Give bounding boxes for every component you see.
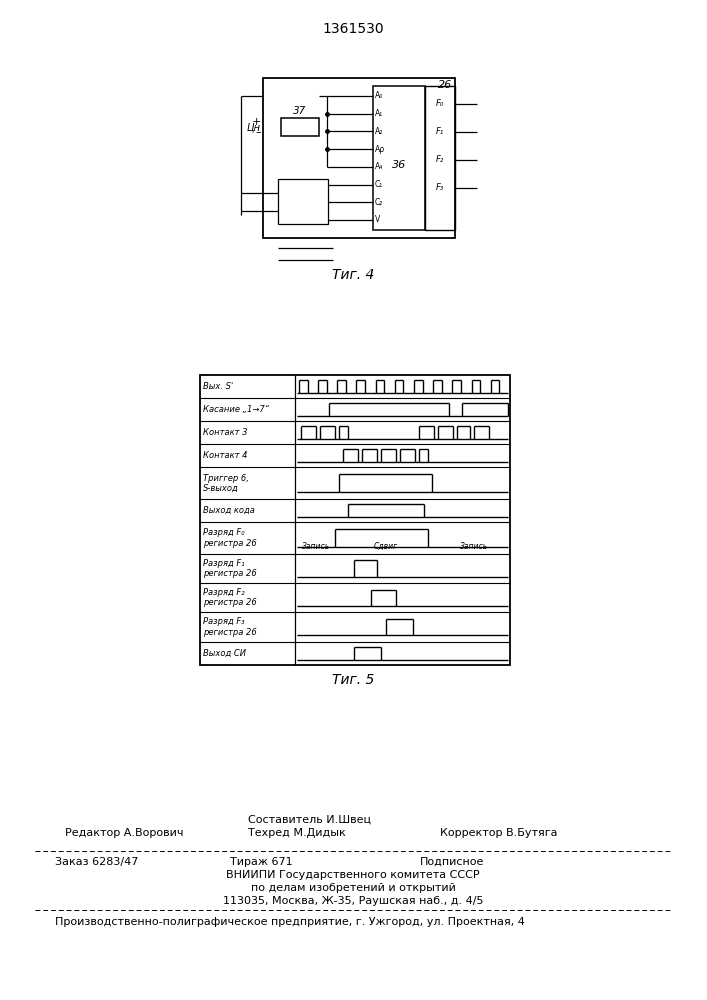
Text: Τиг. 5: Τиг. 5: [332, 673, 374, 687]
Bar: [425, 86, 455, 230]
Text: C₁: C₁: [375, 180, 383, 189]
Text: 36: 36: [392, 160, 406, 170]
Text: F₂: F₂: [436, 155, 444, 164]
Text: Разряд F₀
регистра 26: Разряд F₀ регистра 26: [203, 528, 257, 548]
Text: F₃: F₃: [436, 184, 444, 192]
Text: A₄: A₄: [375, 162, 383, 171]
Text: Вых. S': Вых. S': [203, 382, 233, 391]
Text: Производственно-полиграфическое предприятие, г. Ужгород, ул. Проектная, 4: Производственно-полиграфическое предприя…: [55, 917, 525, 927]
Text: по делам изобретений и открытий: по делам изобретений и открытий: [250, 883, 455, 893]
Text: Цн: Цн: [247, 122, 261, 132]
Text: Сдвиг: Сдвиг: [373, 542, 397, 551]
Text: Триггер 6,
S-выход: Триггер 6, S-выход: [203, 474, 249, 493]
Bar: [263, 78, 455, 238]
Text: Касание „1→7“: Касание „1→7“: [203, 405, 269, 414]
Text: Корректор В.Бутяга: Корректор В.Бутяга: [440, 828, 558, 838]
Text: 37: 37: [293, 106, 307, 116]
Text: Контакт 4: Контакт 4: [203, 451, 247, 460]
Text: Заказ 6283/47: Заказ 6283/47: [55, 857, 139, 867]
Text: F₁: F₁: [436, 127, 444, 136]
Text: +: +: [252, 117, 261, 127]
Text: Запись: Запись: [302, 542, 330, 551]
Text: Выход СИ: Выход СИ: [203, 649, 246, 658]
Text: Разряд F₃
регистра 26: Разряд F₃ регистра 26: [203, 617, 257, 637]
Text: V: V: [375, 216, 380, 225]
Bar: [373, 86, 425, 230]
Text: A₀: A₀: [375, 92, 383, 101]
Text: Подписное: Подписное: [420, 857, 484, 867]
Text: Разряд F₁
регистра 26: Разряд F₁ регистра 26: [203, 559, 257, 578]
Text: ВНИИПИ Государственного комитета СССР: ВНИИПИ Государственного комитета СССР: [226, 870, 480, 880]
Text: A₁: A₁: [375, 109, 383, 118]
Text: 113035, Москва, Ж-35, Раушская наб., д. 4/5: 113035, Москва, Ж-35, Раушская наб., д. …: [223, 896, 484, 906]
Text: 1361530: 1361530: [322, 22, 384, 36]
Text: Редактор А.Ворович: Редактор А.Ворович: [65, 828, 184, 838]
Bar: [281, 118, 319, 136]
Text: Aρ: Aρ: [375, 145, 385, 154]
Text: Разряд F₂
регистра 26: Разряд F₂ регистра 26: [203, 588, 257, 607]
Text: Техред М.Дидык: Техред М.Дидык: [248, 828, 346, 838]
Text: Τиг. 4: Τиг. 4: [332, 268, 374, 282]
Text: C₂: C₂: [375, 198, 383, 207]
Text: A₂: A₂: [375, 127, 383, 136]
Bar: [278, 179, 328, 224]
Text: Запись: Запись: [460, 542, 489, 551]
Text: F₀: F₀: [436, 100, 444, 108]
Bar: [200, 375, 510, 665]
Text: 26: 26: [438, 80, 452, 90]
Text: –: –: [255, 127, 261, 137]
Text: Составитель И.Швец: Составитель И.Швец: [248, 815, 371, 825]
Text: Тираж 671: Тираж 671: [230, 857, 293, 867]
Text: Контакт 3: Контакт 3: [203, 428, 247, 437]
Text: Выход кода: Выход кода: [203, 506, 255, 515]
